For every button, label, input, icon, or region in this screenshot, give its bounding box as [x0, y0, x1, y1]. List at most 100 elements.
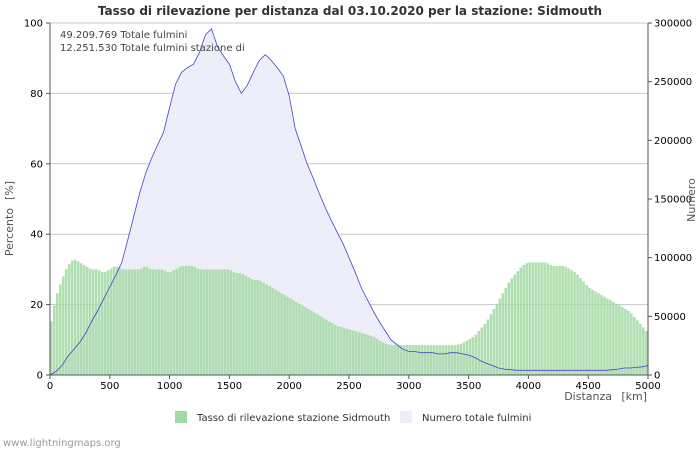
bar-detection-rate [307, 309, 310, 375]
bar-detection-rate [133, 269, 137, 375]
bar-detection-rate [214, 269, 218, 375]
bar-detection-rate [459, 343, 463, 375]
bar-detection-rate [501, 293, 505, 375]
bar-detection-rate [67, 264, 71, 375]
bar-detection-rate [435, 345, 439, 375]
bar-detection-rate [402, 345, 406, 375]
bar-detection-rate [534, 262, 537, 375]
bar-detection-rate [259, 280, 262, 375]
bar-detection-rate [591, 289, 594, 375]
bar-detection-rate [289, 298, 292, 375]
bar-detection-rate [630, 313, 633, 375]
bar-detection-rate [615, 303, 618, 375]
bar-detection-rate [175, 268, 179, 375]
x-tick-label: 3000 [396, 381, 421, 392]
bar-detection-rate [166, 272, 170, 375]
legend-swatch-total-strikes [400, 411, 412, 423]
bar-detection-rate [184, 265, 188, 375]
bar-detection-rate [480, 327, 484, 375]
legend: Tasso di rilevazione stazione Sidmouth N… [175, 411, 531, 424]
bar-detection-rate [151, 269, 155, 375]
bar-detection-rate [453, 345, 457, 375]
y-right-axis-title: Numero [685, 178, 698, 222]
bar-detection-rate [411, 345, 415, 375]
bar-detection-rate [163, 270, 167, 375]
bar-detection-rate [606, 298, 609, 375]
line-series [49, 28, 649, 376]
axes [46, 22, 652, 379]
bar-detection-rate [88, 268, 92, 375]
y-right-tick-label: 300000 [654, 19, 692, 30]
bar-detection-rate [325, 319, 328, 375]
bar-detection-rate [594, 291, 597, 375]
y-right-tick-label: 50000 [654, 312, 686, 323]
bar-detection-rate [130, 269, 134, 375]
bar-detection-rate [250, 279, 253, 375]
bar-detection-rate [600, 294, 603, 375]
bar-detection-rate [585, 285, 588, 375]
bar-detection-rate [627, 310, 630, 375]
bar-detection-rate [507, 282, 511, 375]
x-tick-label: 1500 [217, 381, 242, 392]
bar-detection-rate [349, 329, 352, 375]
bar-detection-rate [510, 278, 514, 375]
bar-detection-rate [253, 279, 256, 375]
bar-detection-rate [492, 309, 496, 375]
bar-detection-rate [366, 334, 370, 375]
bar-detection-rate [142, 266, 146, 375]
bar-detection-rate [61, 276, 65, 375]
bar-detection-rate [64, 269, 68, 375]
bar-detection-rate [346, 328, 349, 375]
bar-detection-rate [549, 265, 552, 375]
x-tick-label: 3500 [456, 381, 481, 392]
bar-detection-rate [109, 268, 113, 375]
bar-detection-rate [82, 265, 86, 375]
bar-detection-rate [181, 265, 185, 375]
bar-detection-rate [52, 305, 56, 375]
bar-detection-rate [384, 343, 388, 375]
bar-detection-rate [76, 261, 80, 375]
bar-detection-rate [426, 345, 430, 375]
bar-detection-rate [519, 267, 523, 375]
x-tick-label: 4000 [516, 381, 541, 392]
bar-detection-rate [241, 273, 244, 375]
bar-detection-rate [211, 269, 215, 375]
y-left-axis-label: Percento [%] [3, 181, 16, 256]
annotation-station: 12.251.530 Totale fulmini stazione di [60, 43, 245, 54]
bar-detection-rate [304, 307, 307, 375]
bar-detection-rate [316, 314, 319, 375]
bar-detection-rate [612, 301, 615, 375]
bar-detection-rate [444, 345, 448, 375]
bar-detection-rate [217, 269, 221, 375]
bar-detection-rate [295, 301, 298, 375]
bar-detection-rate [169, 272, 173, 375]
bar-detection-rate [139, 268, 143, 375]
bar-detection-rate [561, 265, 564, 375]
bar-detection-rate [417, 345, 421, 375]
bar-detection-rate [477, 331, 481, 375]
bar-detection-rate [193, 266, 197, 375]
bar-detection-rate [369, 335, 373, 375]
bar-detection-rate [504, 287, 508, 375]
bar-detection-rate [393, 345, 397, 375]
bar-detection-rate [414, 345, 418, 375]
bar-detection-rate [262, 282, 265, 375]
bar-detection-rate [223, 269, 227, 375]
bar-detection-rate [528, 262, 531, 375]
bar-detection-rate [328, 321, 331, 375]
bar-detection-rate [498, 298, 502, 375]
line-total-strikes [49, 28, 649, 376]
bar-detection-rate [423, 345, 427, 375]
bar-detection-rate [79, 263, 83, 375]
bar-detection-rate [124, 269, 128, 375]
bar-detection-rate [283, 294, 286, 375]
bar-detection-rate [298, 303, 301, 375]
bar-detection-rate [438, 345, 442, 375]
y-left-tick-label: 100 [24, 19, 43, 30]
bar-detection-rate [280, 293, 283, 375]
legend-swatch-detection-rate [175, 411, 187, 423]
bar-detection-rate [483, 323, 487, 375]
bar-detection-rate [486, 319, 490, 375]
bar-detection-rate [618, 305, 621, 375]
